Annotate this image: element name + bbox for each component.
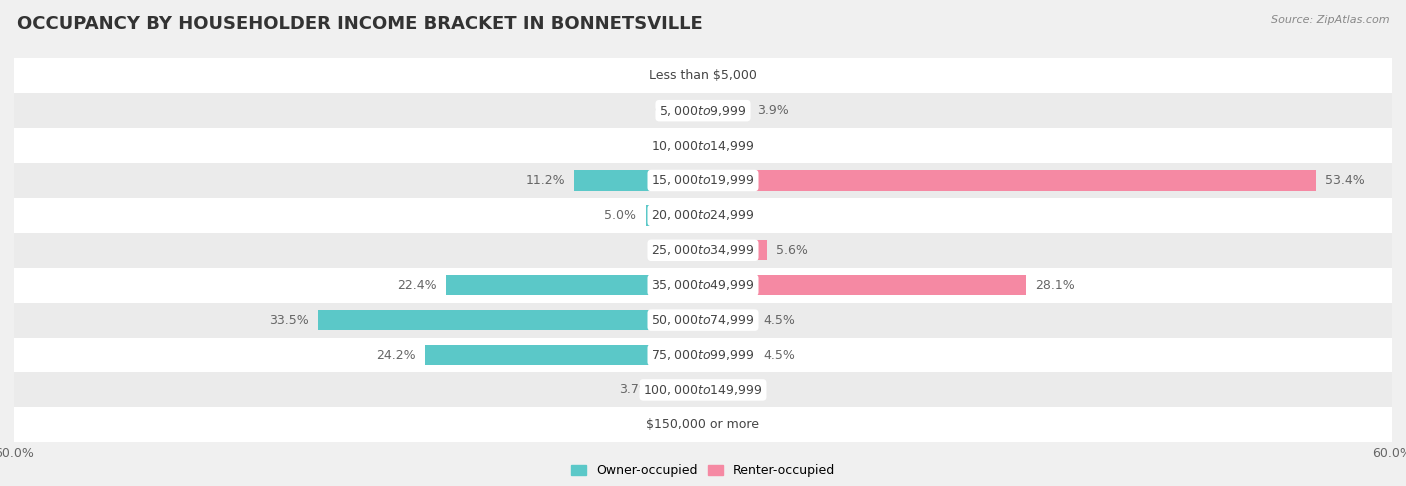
Text: $5,000 to $9,999: $5,000 to $9,999 — [659, 104, 747, 118]
Text: 3.9%: 3.9% — [756, 104, 789, 117]
Text: 4.5%: 4.5% — [763, 348, 796, 362]
Bar — [703, 345, 755, 365]
Bar — [703, 275, 1025, 295]
Bar — [14, 93, 1392, 128]
Bar — [14, 58, 1392, 93]
Text: $75,000 to $99,999: $75,000 to $99,999 — [651, 348, 755, 362]
Bar — [14, 128, 1392, 163]
Bar — [703, 171, 1316, 191]
Bar — [14, 407, 1392, 442]
Text: 0.0%: 0.0% — [720, 383, 752, 397]
Bar — [14, 198, 1392, 233]
Bar — [703, 240, 768, 260]
Text: Source: ZipAtlas.com: Source: ZipAtlas.com — [1271, 15, 1389, 25]
Text: $20,000 to $24,999: $20,000 to $24,999 — [651, 208, 755, 223]
Text: 0.0%: 0.0% — [720, 418, 752, 431]
Bar — [14, 268, 1392, 303]
Text: 0.0%: 0.0% — [720, 69, 752, 82]
Legend: Owner-occupied, Renter-occupied: Owner-occupied, Renter-occupied — [567, 459, 839, 482]
Text: 3.7%: 3.7% — [620, 383, 651, 397]
Text: 0.0%: 0.0% — [654, 418, 686, 431]
Text: $35,000 to $49,999: $35,000 to $49,999 — [651, 278, 755, 292]
Text: $15,000 to $19,999: $15,000 to $19,999 — [651, 174, 755, 188]
Text: 11.2%: 11.2% — [526, 174, 565, 187]
Text: 22.4%: 22.4% — [396, 278, 437, 292]
Bar — [661, 380, 703, 400]
Text: $50,000 to $74,999: $50,000 to $74,999 — [651, 313, 755, 327]
Bar — [14, 338, 1392, 372]
Bar — [14, 163, 1392, 198]
Text: 0.0%: 0.0% — [654, 104, 686, 117]
Text: 5.0%: 5.0% — [605, 209, 637, 222]
Bar — [703, 101, 748, 121]
Text: $150,000 or more: $150,000 or more — [647, 418, 759, 431]
Text: 5.6%: 5.6% — [776, 244, 808, 257]
Text: $100,000 to $149,999: $100,000 to $149,999 — [644, 383, 762, 397]
Text: 0.0%: 0.0% — [720, 139, 752, 152]
Bar — [14, 372, 1392, 407]
Bar — [575, 171, 703, 191]
Text: $25,000 to $34,999: $25,000 to $34,999 — [651, 243, 755, 257]
Bar — [446, 275, 703, 295]
Text: 0.0%: 0.0% — [654, 139, 686, 152]
Text: $10,000 to $14,999: $10,000 to $14,999 — [651, 139, 755, 153]
Text: 0.0%: 0.0% — [654, 244, 686, 257]
Bar — [703, 310, 755, 330]
Bar — [425, 345, 703, 365]
Text: 33.5%: 33.5% — [270, 313, 309, 327]
Text: 0.0%: 0.0% — [720, 209, 752, 222]
Text: 0.0%: 0.0% — [654, 69, 686, 82]
Text: 4.5%: 4.5% — [763, 313, 796, 327]
Bar — [318, 310, 703, 330]
Bar — [645, 205, 703, 226]
Bar — [14, 233, 1392, 268]
Text: 53.4%: 53.4% — [1326, 174, 1365, 187]
Text: OCCUPANCY BY HOUSEHOLDER INCOME BRACKET IN BONNETSVILLE: OCCUPANCY BY HOUSEHOLDER INCOME BRACKET … — [17, 15, 703, 33]
Text: 24.2%: 24.2% — [377, 348, 416, 362]
Text: Less than $5,000: Less than $5,000 — [650, 69, 756, 82]
Bar — [14, 303, 1392, 338]
Text: 28.1%: 28.1% — [1035, 278, 1074, 292]
